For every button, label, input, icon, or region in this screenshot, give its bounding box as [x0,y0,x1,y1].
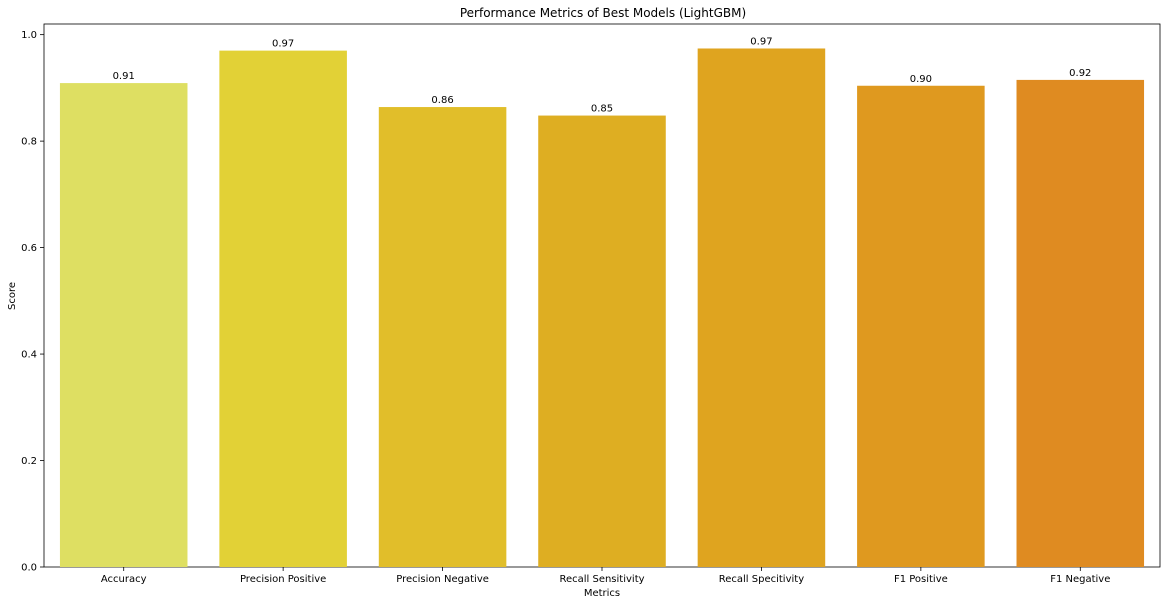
x-tick-label: Precision Positive [240,574,326,585]
bar [59,83,188,567]
y-tick-label: 0.4 [21,350,37,361]
bar-value-label: 0.97 [272,39,294,50]
y-tick-label: 0.2 [21,456,37,467]
bar [697,48,826,568]
bar-value-label: 0.92 [1069,68,1091,79]
y-tick-label: 0.8 [21,137,37,148]
bar-value-label: 0.97 [750,36,772,47]
bars-group [59,48,1145,568]
bar [1016,79,1145,568]
bar-value-label: 0.86 [431,95,453,106]
x-tick-label: F1 Positive [894,574,948,585]
x-tick-label: Recall Specitivity [719,574,804,585]
x-tick-label: F1 Negative [1050,574,1110,585]
bar-value-label: 0.90 [910,74,932,85]
data-labels-group: 0.91 0.97 0.86 0.85 0.97 0.90 0.92 [113,36,1092,114]
bar [219,50,347,568]
x-axis-ticks: Accuracy Precision Positive Precision Nega… [101,567,1110,585]
bar-value-label: 0.85 [591,104,613,115]
bar [538,115,666,567]
y-tick-label: 1.0 [21,30,37,41]
y-axis-ticks: 0.0 0.2 0.4 0.6 0.8 1.0 [21,30,44,574]
y-tick-label: 0.0 [21,563,37,574]
x-axis-label: Metrics [584,588,620,599]
bar [857,85,985,567]
x-tick-label: Recall Sensitivity [559,574,644,585]
y-tick-label: 0.6 [21,243,37,254]
bar-value-label: 0.91 [113,71,135,82]
x-tick-label: Precision Negative [396,574,489,585]
y-axis-label: Score [7,282,18,310]
bar [378,107,507,568]
x-tick-label: Accuracy [101,574,147,585]
chart-title: Performance Metrics of Best Models (Ligh… [460,6,746,20]
